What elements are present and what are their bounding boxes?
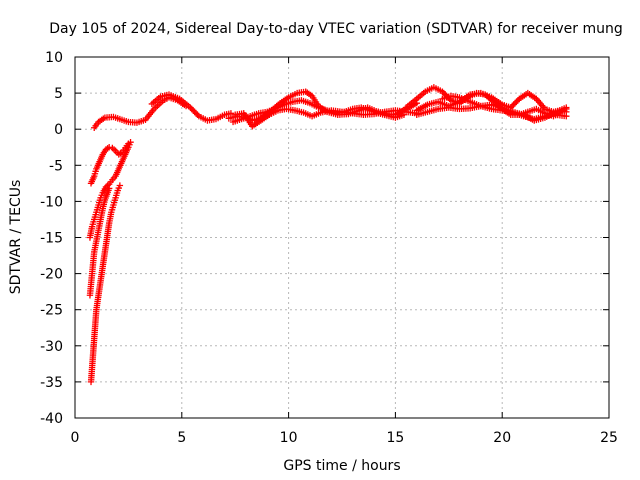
series-drop-1 [87,140,132,187]
data-point [116,182,124,189]
x-tick-label: 15 [386,430,404,446]
data-point [191,108,198,116]
data-point [442,91,449,98]
data-point [194,111,201,118]
data-point [508,102,516,110]
x-tick-label: 25 [600,430,618,446]
x-tick-label: 20 [493,430,511,446]
series-drop-2 [86,138,134,241]
series-late-c [413,101,570,124]
x-tick-label: 10 [280,430,298,446]
series-mid-c [229,97,408,126]
x-tick-label: 5 [177,430,186,446]
x-tick-label: 0 [71,430,80,446]
grid [75,57,609,418]
y-tick-label: -20 [40,267,63,283]
y-tick-label: 5 [54,86,63,102]
data-point [127,138,134,146]
data-point [440,89,448,97]
series-early-upper [91,94,190,131]
data-point [105,144,113,151]
data-point [189,107,197,114]
data-series [86,84,570,386]
chart-title: Day 105 of 2024, Sidereal Day-to-day VTE… [49,21,623,37]
series-drop-3 [86,185,113,299]
data-point [188,105,195,113]
axis-ticks: 10 5 0 -5 -10 -15 -20 -25 -30 -35 -40 0 5 10 15 20 25 [40,50,618,446]
y-tick-label: -40 [40,411,63,427]
series-early-upper-b [148,91,235,124]
data-point [563,104,570,111]
y-tick-label: -10 [40,194,63,210]
y-tick-label: -5 [49,158,63,174]
data-point [439,88,446,95]
y-tick-label: 10 [45,50,63,66]
data-point [400,111,408,118]
y-tick-label: -30 [40,339,63,355]
data-point [187,104,194,111]
data-point [511,100,519,107]
y-tick-label: 0 [54,122,63,138]
y-tick-label: -25 [40,303,63,319]
y-tick-label: -35 [40,375,63,391]
data-point [563,113,570,120]
x-axis-label: GPS time / hours [283,458,400,474]
series-drop-4 [87,182,124,386]
y-axis-label: SDTVAR / TECUs [8,180,24,295]
data-point [192,110,200,117]
series-late-d [439,92,570,123]
data-point [513,98,520,105]
data-point [510,101,517,108]
data-point [105,185,113,192]
y-tick-label: -15 [40,231,63,247]
